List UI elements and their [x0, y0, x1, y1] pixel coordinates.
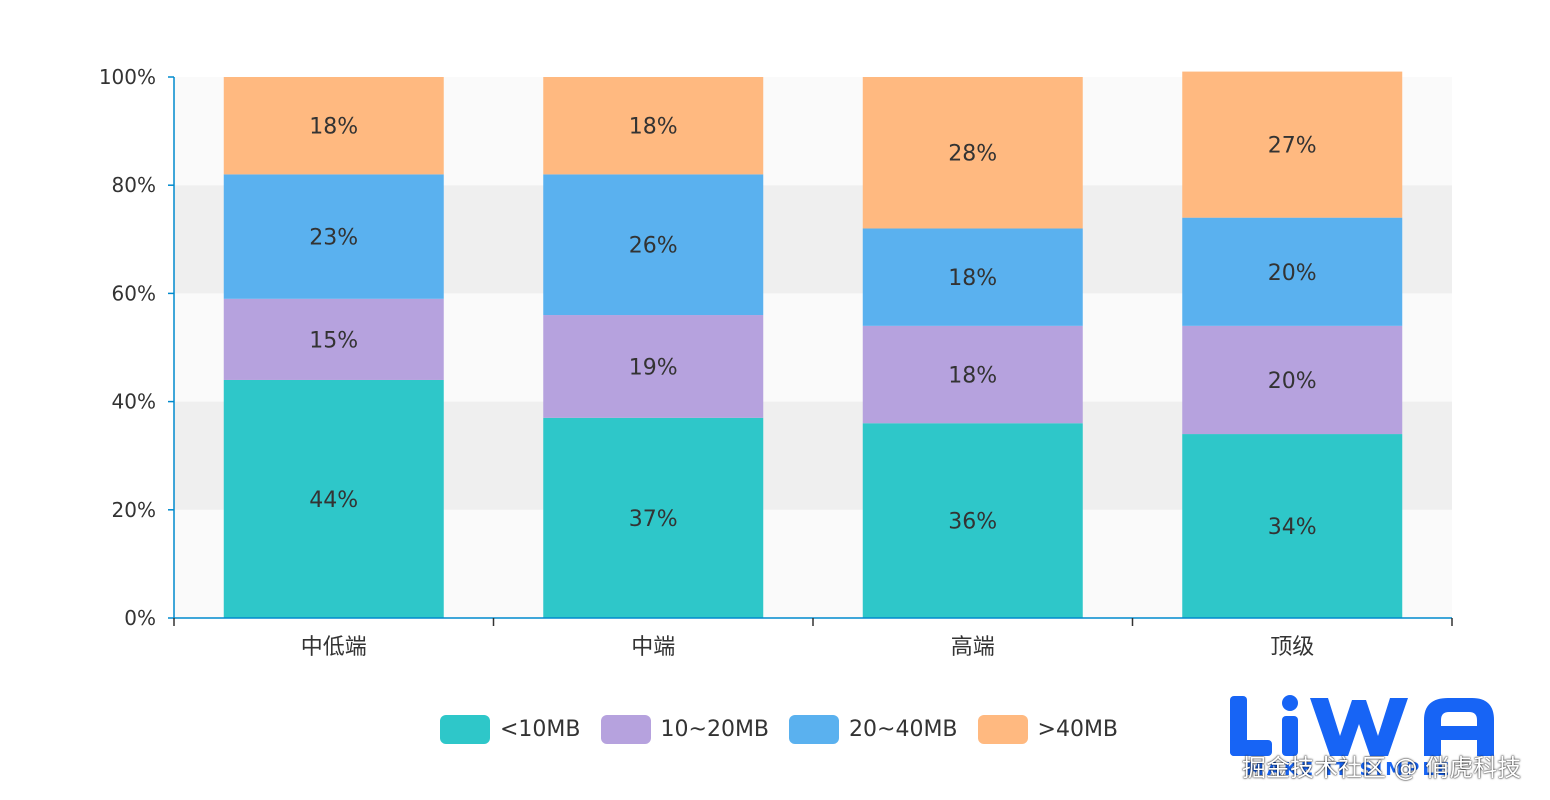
data-label: 28%: [948, 142, 997, 167]
legend: <10MB 10~20MB 20~40MB >40MB: [440, 713, 1118, 745]
legend-item-10-20mb[interactable]: 10~20MB: [600, 714, 770, 744]
legend-label: 20~40MB: [849, 716, 958, 742]
data-label: 15%: [309, 328, 358, 353]
legend-swatch: [789, 714, 840, 744]
bar-segment[interactable]: [1182, 434, 1403, 618]
bar-segment[interactable]: [223, 77, 444, 175]
data-label: 37%: [629, 507, 678, 532]
data-label: 20%: [1268, 369, 1317, 394]
bar-segment[interactable]: [862, 77, 1083, 229]
bar-segment[interactable]: [543, 315, 764, 418]
watermark-subtitle: MAKE IT SIMPLE: [1246, 759, 1453, 780]
data-label: 19%: [629, 355, 678, 380]
bar-segment[interactable]: [1182, 217, 1403, 326]
x-tick-label: 中端: [631, 635, 675, 660]
legend-item-gt40mb[interactable]: >40MB: [977, 714, 1119, 744]
legend-label: <10MB: [500, 716, 581, 742]
data-label: 18%: [948, 364, 997, 389]
watermark-text: 掘金技术社区 @ 俏虎科技: [1242, 754, 1522, 782]
data-label: 26%: [629, 234, 678, 259]
bar-segment[interactable]: [1182, 71, 1403, 218]
x-tick-label: 顶级: [1270, 635, 1314, 660]
data-label: 27%: [1268, 134, 1317, 159]
legend-item-20-40mb[interactable]: 20~40MB: [789, 714, 958, 744]
data-label: 18%: [309, 115, 358, 140]
bar-segment[interactable]: [1182, 325, 1403, 435]
legend-item-lt10mb[interactable]: <10MB: [440, 714, 581, 744]
bar-segment[interactable]: [223, 298, 444, 380]
axes: 0% 20% 40% 60% 80% 100% 中低端 中端 高端 顶级: [99, 65, 1453, 660]
bar-segment[interactable]: [543, 174, 764, 316]
y-tick-label: 80%: [112, 173, 156, 197]
data-label: 18%: [629, 115, 678, 140]
liwa-logo-icon: [1230, 695, 1494, 756]
y-tick-label: 40%: [112, 390, 156, 414]
bar-segment[interactable]: [543, 77, 764, 175]
data-label: 34%: [1268, 515, 1317, 540]
bar-segment[interactable]: [862, 228, 1083, 326]
legend-swatch: [440, 714, 490, 744]
data-label: 44%: [309, 488, 358, 513]
x-tick-label: 中低端: [301, 635, 367, 660]
watermark: MAKE IT SIMPLE 掘金技术社区 @ 俏虎科技: [1228, 690, 1528, 790]
data-label: 18%: [948, 266, 997, 291]
bar-segment[interactable]: [862, 325, 1083, 424]
legend-label: >40MB: [1037, 716, 1119, 742]
y-tick-label: 0%: [124, 606, 156, 630]
legend-label: 10~20MB: [660, 716, 770, 742]
stacked-bar-chart: 44% 15% 23% 18% 37% 19% 26% 18% 36% 18% 18% 28% 34% 2…: [99, 65, 1453, 660]
bar-segment[interactable]: [223, 379, 444, 618]
data-labels: 44% 15% 23% 18% 37% 19% 26% 18% 36% 18% 18% 28% 34% 2…: [309, 115, 1316, 540]
y-tick-label: 20%: [112, 498, 156, 522]
data-label: 23%: [309, 226, 358, 251]
y-tick-label: 60%: [112, 281, 156, 305]
legend-swatch: [977, 714, 1028, 744]
x-tick-label: 高端: [951, 635, 995, 660]
bar-segment[interactable]: [862, 423, 1083, 618]
data-label: 36%: [948, 510, 997, 535]
bar-segment[interactable]: [543, 417, 764, 618]
bar-segment[interactable]: [223, 174, 444, 299]
data-label: 20%: [1268, 261, 1317, 286]
y-tick-label: 100%: [99, 65, 156, 89]
legend-swatch: [600, 714, 651, 744]
bars: [223, 71, 1403, 618]
